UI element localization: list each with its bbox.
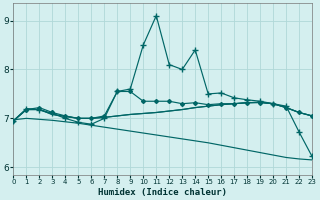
X-axis label: Humidex (Indice chaleur): Humidex (Indice chaleur)	[98, 188, 227, 197]
